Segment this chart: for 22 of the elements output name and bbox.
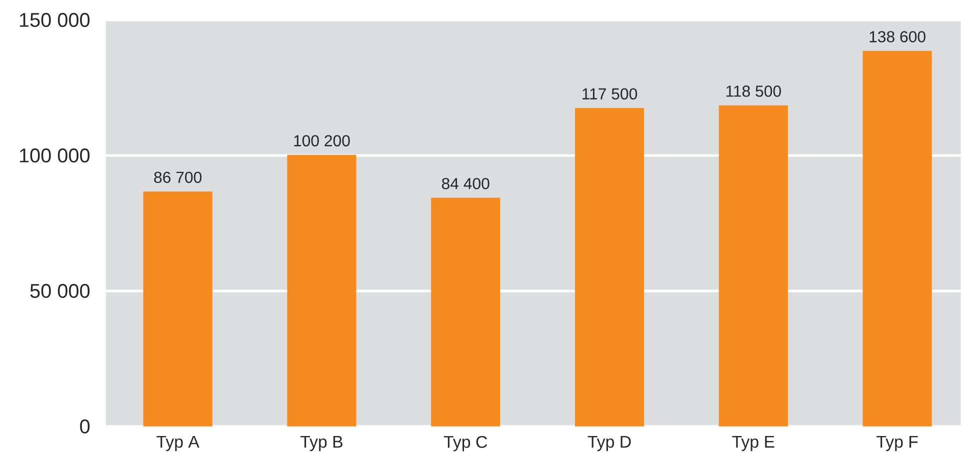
y-tick-label: 50 000: [30, 284, 90, 298]
data-label: 138 600: [870, 30, 926, 42]
bar: [718, 105, 788, 426]
x-tick-label: Typ A: [156, 436, 200, 451]
data-label: 117 500: [582, 88, 638, 100]
y-tick-label: 150 000: [20, 12, 90, 27]
y-tick-label: 100 000: [20, 148, 90, 162]
data-label: 86 700: [154, 172, 202, 183]
data-label: 100 200: [294, 134, 350, 146]
bar: [143, 191, 212, 426]
x-tick-label: Typ F: [876, 436, 918, 451]
bar: [287, 154, 356, 426]
data-label: 118 500: [726, 85, 781, 97]
x-tick-label: Typ D: [588, 436, 631, 451]
bar: [431, 198, 500, 426]
data-label: 84 400: [442, 178, 490, 190]
x-tick-label: Typ C: [444, 436, 488, 452]
x-tick-label: Typ E: [732, 436, 774, 451]
bar: [574, 108, 644, 426]
x-tick-label: Typ B: [300, 436, 342, 451]
bar: [862, 50, 932, 426]
y-tick-label: 0: [80, 419, 90, 434]
